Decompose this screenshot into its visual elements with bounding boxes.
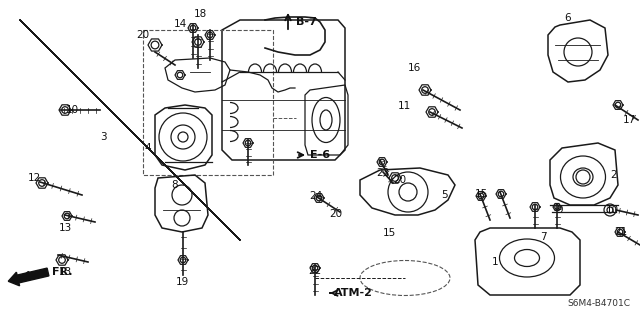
- Text: 20: 20: [394, 175, 406, 185]
- Text: 20: 20: [136, 30, 150, 40]
- Text: 10: 10: [605, 205, 619, 215]
- Bar: [143, 30, 273, 175]
- Text: 9: 9: [557, 205, 563, 215]
- Text: 6: 6: [564, 13, 572, 23]
- Text: 21: 21: [614, 227, 628, 237]
- Text: 17: 17: [622, 115, 636, 125]
- Text: 2: 2: [611, 170, 618, 180]
- Text: E-6: E-6: [310, 150, 330, 160]
- Text: B-7: B-7: [296, 17, 317, 27]
- Text: ATM-2: ATM-2: [334, 288, 373, 298]
- Text: 8: 8: [172, 180, 179, 190]
- Text: 16: 16: [408, 63, 420, 73]
- Text: 13: 13: [58, 267, 72, 277]
- Text: 7: 7: [540, 232, 547, 242]
- Text: 14: 14: [173, 19, 187, 29]
- FancyArrow shape: [8, 268, 49, 286]
- Text: 3: 3: [100, 132, 106, 142]
- Text: 22: 22: [308, 266, 322, 276]
- Text: 23: 23: [376, 168, 390, 178]
- Text: S6M4-B4701C: S6M4-B4701C: [567, 299, 630, 308]
- Text: 13: 13: [58, 223, 72, 233]
- Text: 1: 1: [492, 257, 499, 267]
- Text: 10: 10: [65, 105, 79, 115]
- Text: 18: 18: [193, 9, 207, 19]
- Text: 11: 11: [397, 101, 411, 111]
- Text: FR.: FR.: [52, 267, 72, 277]
- Text: 15: 15: [382, 228, 396, 238]
- Text: 12: 12: [28, 173, 40, 183]
- Text: 20: 20: [330, 209, 342, 219]
- Text: 5: 5: [442, 190, 448, 200]
- Text: 4: 4: [145, 143, 151, 153]
- Text: 19: 19: [175, 277, 189, 287]
- Text: 15: 15: [474, 189, 488, 199]
- Text: 24: 24: [309, 191, 323, 201]
